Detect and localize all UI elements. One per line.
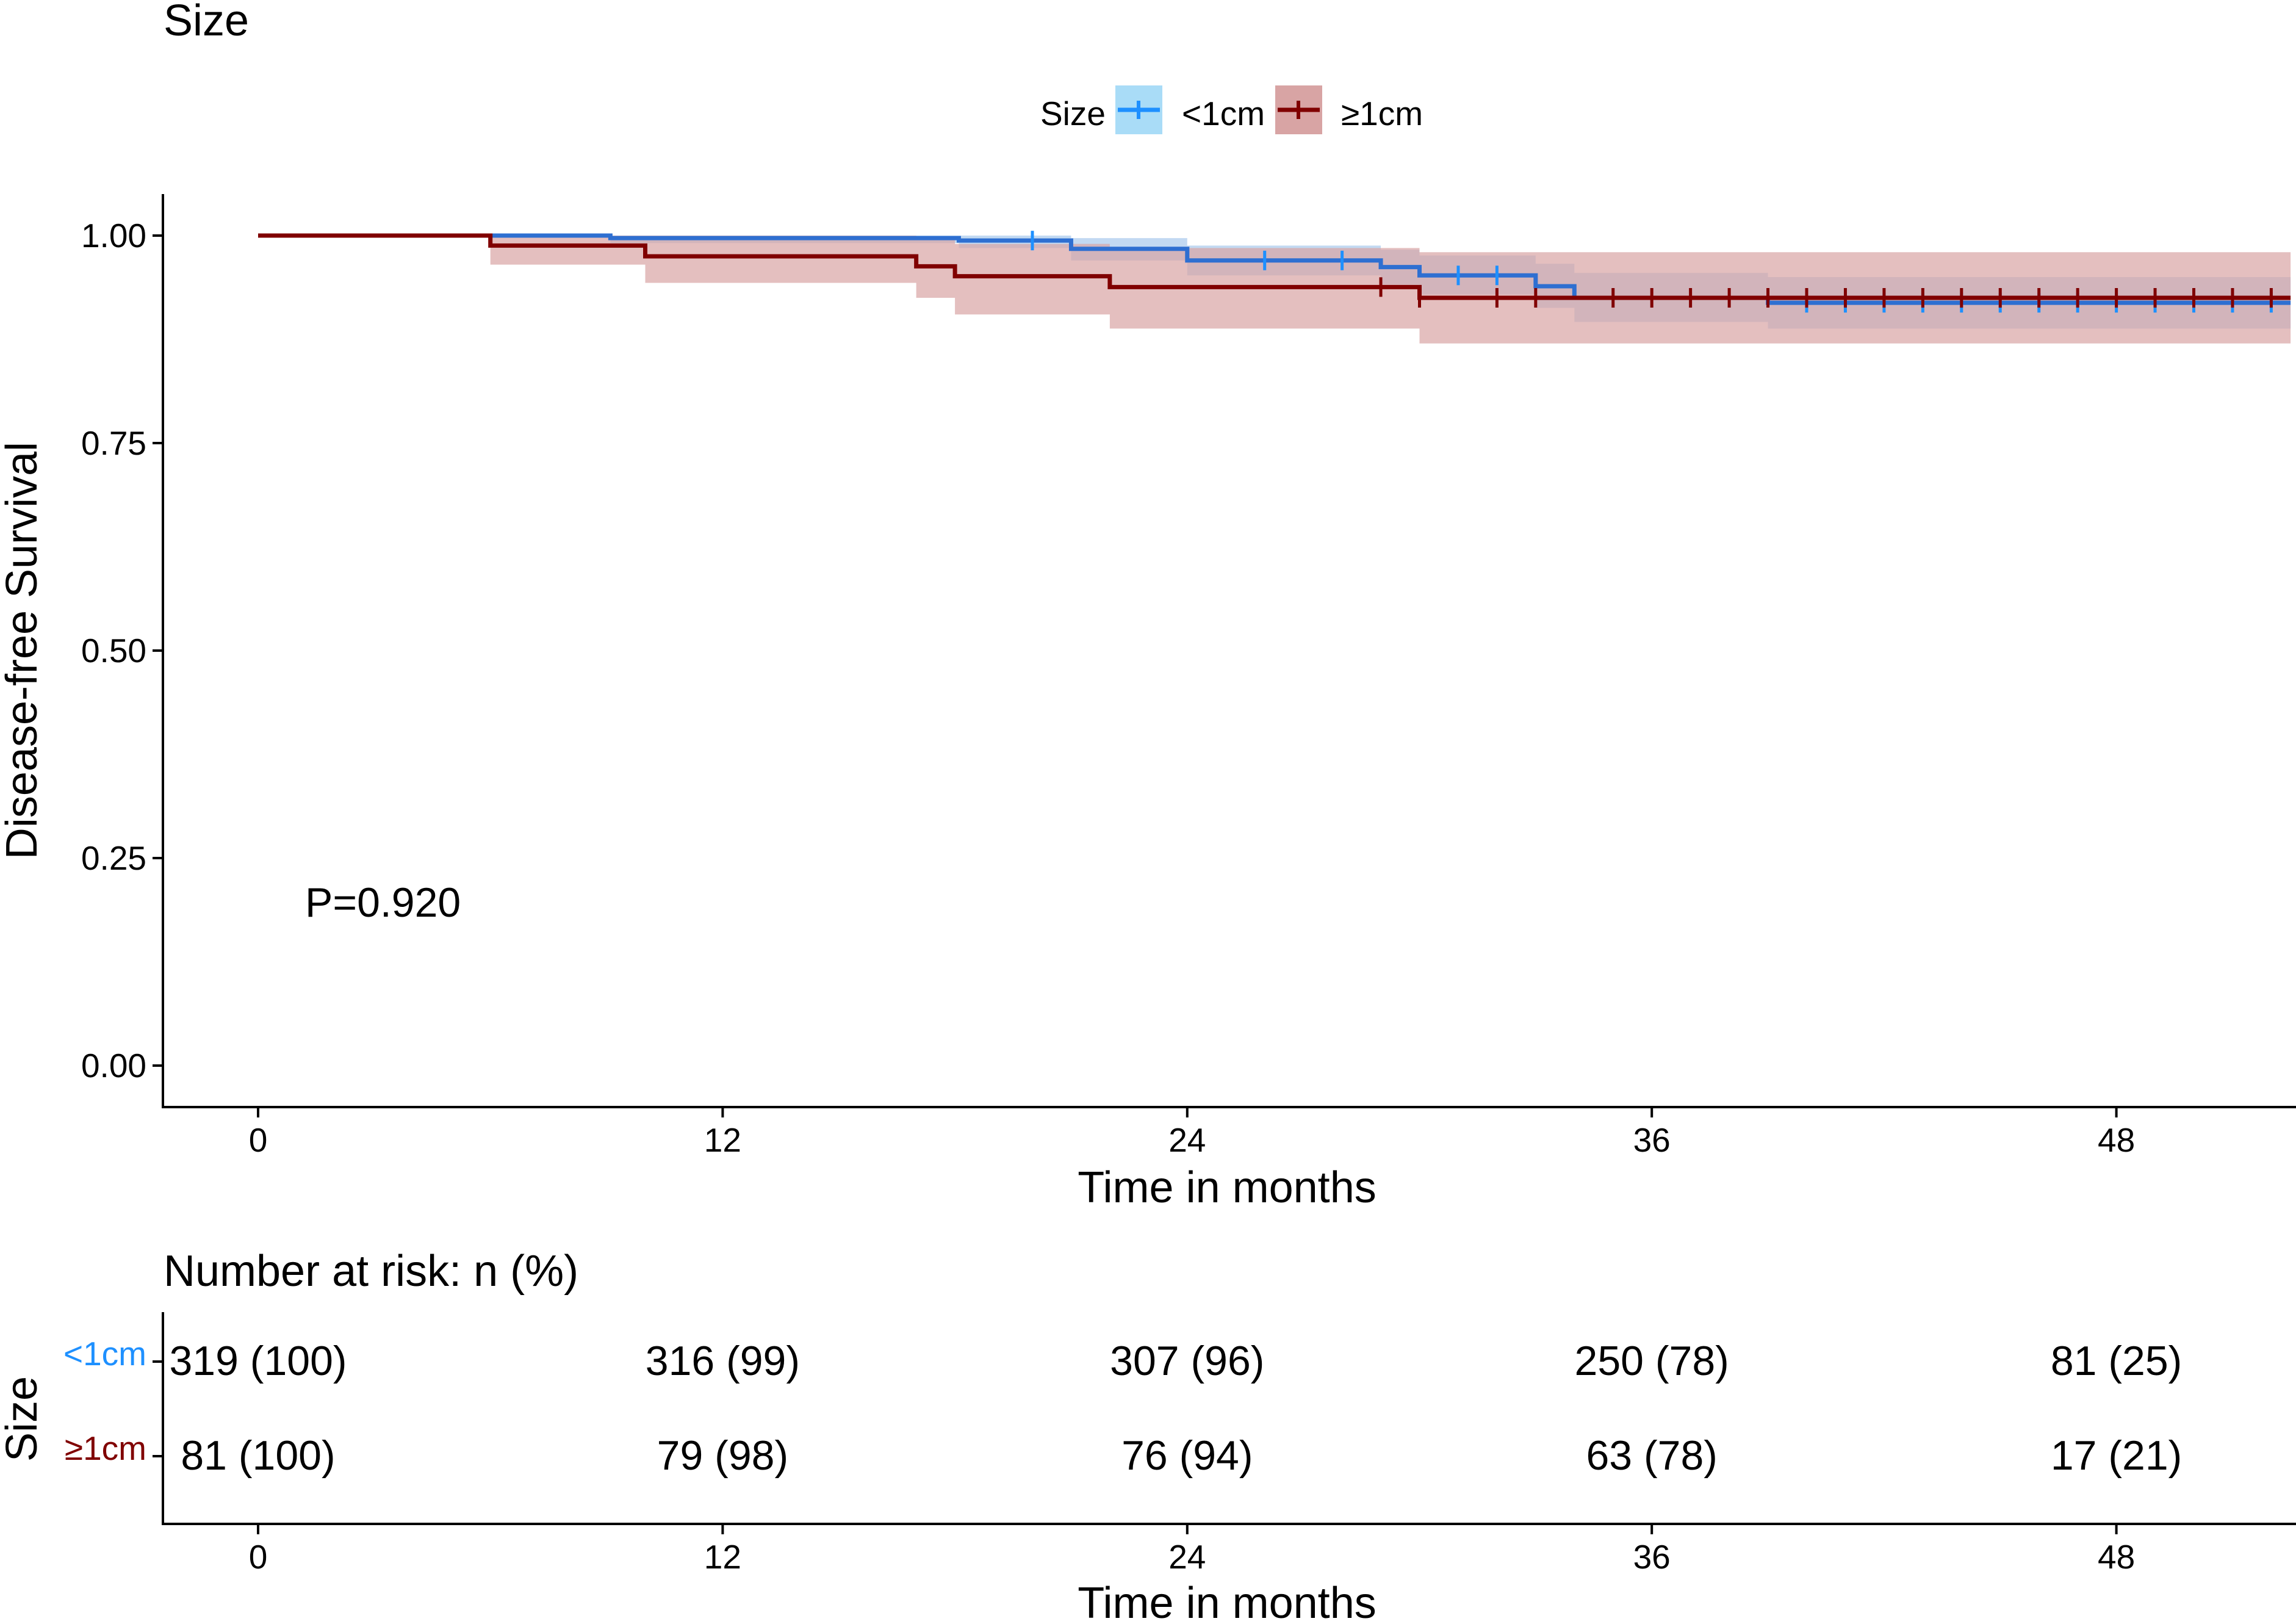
y-tick-label: 0.50 [81, 632, 146, 669]
y-tick-label: 0.75 [81, 424, 146, 462]
y-tick-label: 0.25 [81, 839, 146, 877]
risk-cell-ge1cm: 17 (21) [2051, 1432, 2182, 1479]
ci-band-ge1cm [258, 236, 2291, 344]
risk-cell-lt1cm: 316 (99) [646, 1338, 800, 1384]
risk-cell-ge1cm: 63 (78) [1586, 1432, 1717, 1479]
risk-cell-ge1cm: 81 (100) [181, 1432, 335, 1479]
x-tick-label: 48 [2098, 1121, 2135, 1159]
risk-x-tick-label: 24 [1168, 1538, 1206, 1576]
risk-cell-lt1cm: 250 (78) [1575, 1338, 1729, 1384]
risk-x-tick-label: 36 [1633, 1538, 1671, 1576]
risk-cell-lt1cm: 319 (100) [169, 1338, 347, 1384]
risk-cell-ge1cm: 76 (94) [1121, 1432, 1253, 1479]
risk-y-axis-title: Size [0, 1376, 46, 1462]
plot-area [258, 231, 2291, 344]
y-tick-label: 1.00 [81, 217, 146, 254]
x-axis-title: Time in months [1078, 1163, 1376, 1212]
risk-cell-ge1cm: 79 (98) [657, 1432, 788, 1479]
legend: Size <1cm ≥1cm [1040, 85, 1423, 134]
legend-title: Size [1040, 95, 1106, 132]
risk-x-axis-title: Time in months [1078, 1579, 1376, 1624]
x-tick-label: 0 [249, 1121, 268, 1159]
risk-x-tick-label: 12 [704, 1538, 741, 1576]
legend-label-ge1cm: ≥1cm [1341, 95, 1423, 132]
y-axis-ticks: 0.00 0.25 0.50 0.75 1.00 [81, 217, 163, 1084]
risk-cell-lt1cm: 307 (96) [1110, 1338, 1264, 1384]
x-tick-label: 36 [1633, 1121, 1671, 1159]
x-tick-label: 24 [1168, 1121, 1206, 1159]
x-axis-ticks: 0 12 24 36 48 [249, 1107, 2135, 1159]
y-tick-label: 0.00 [81, 1047, 146, 1084]
risk-cell-lt1cm: 81 (25) [2051, 1338, 2182, 1384]
legend-label-lt1cm: <1cm [1182, 95, 1265, 132]
risk-x-tick-label: 0 [249, 1538, 268, 1576]
risk-row-label-lt1cm: <1cm [63, 1335, 146, 1373]
risk-table: <1cm 319 (100) 316 (99) 307 (96) 250 (78) 81 … [63, 1335, 2182, 1479]
survival-line-ge1cm [258, 233, 2291, 300]
x-tick-label: 12 [704, 1121, 741, 1159]
risk-x-axis-ticks: 0 12 24 36 48 [249, 1524, 2135, 1576]
risk-x-tick-label: 48 [2098, 1538, 2135, 1576]
y-axis-title: Disease-free Survival [0, 442, 46, 859]
p-value-annotation: P=0.920 [305, 879, 461, 926]
plot-title: Size [164, 0, 249, 45]
risk-row-label-ge1cm: ≥1cm [65, 1429, 146, 1467]
risk-table-title: Number at risk: n (%) [164, 1247, 578, 1296]
